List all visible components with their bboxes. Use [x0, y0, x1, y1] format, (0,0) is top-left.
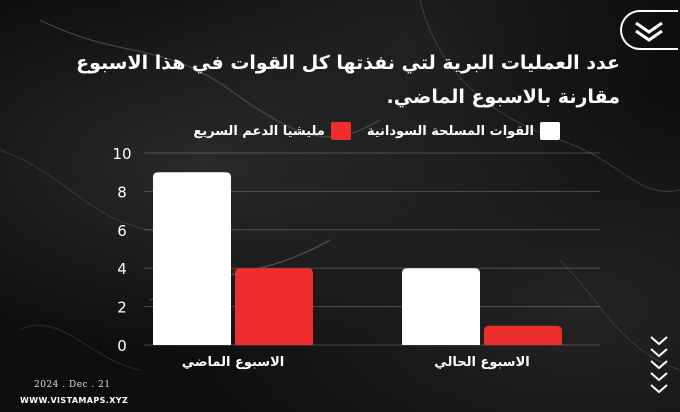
legend-swatch-rsf [330, 122, 351, 140]
footer-url: WWW.VISTAMAPS.XYZ [20, 396, 129, 405]
bar-saf [402, 268, 480, 345]
bar-saf [153, 172, 231, 345]
bar-rsf [235, 268, 313, 345]
down-chevrons-icon [650, 336, 668, 394]
y-tick-label: 6 [117, 222, 127, 240]
brand-logo [620, 10, 678, 50]
brand-chevron-logo-icon [635, 21, 663, 42]
footer-date: 2024 . Dec . 21 [34, 380, 111, 390]
legend-item-rsf: مليشيا الدعم السريع [193, 122, 351, 140]
chart-legend: القوات المسلحة السودانية مليشيا الدعم ال… [180, 118, 560, 144]
y-tick-label: 2 [117, 299, 127, 317]
y-tick-label: 10 [112, 145, 131, 163]
legend-label-rsf: مليشيا الدعم السريع [193, 123, 325, 139]
legend-swatch-saf [540, 122, 560, 140]
chart-title: عدد العمليات البرية لتي نفذتها كل القوات… [76, 52, 620, 108]
y-tick-label: 4 [117, 260, 127, 278]
x-category-label: الاسبوع الحالي [434, 355, 529, 370]
y-tick-label: 0 [117, 337, 127, 355]
legend-item-saf: القوات المسلحة السودانية [367, 122, 560, 140]
y-tick-label: 8 [117, 183, 127, 201]
bar-rsf [484, 325, 562, 345]
legend-label-saf: القوات المسلحة السودانية [366, 123, 534, 139]
x-category-label: الاسبوع الماضي [182, 355, 284, 370]
